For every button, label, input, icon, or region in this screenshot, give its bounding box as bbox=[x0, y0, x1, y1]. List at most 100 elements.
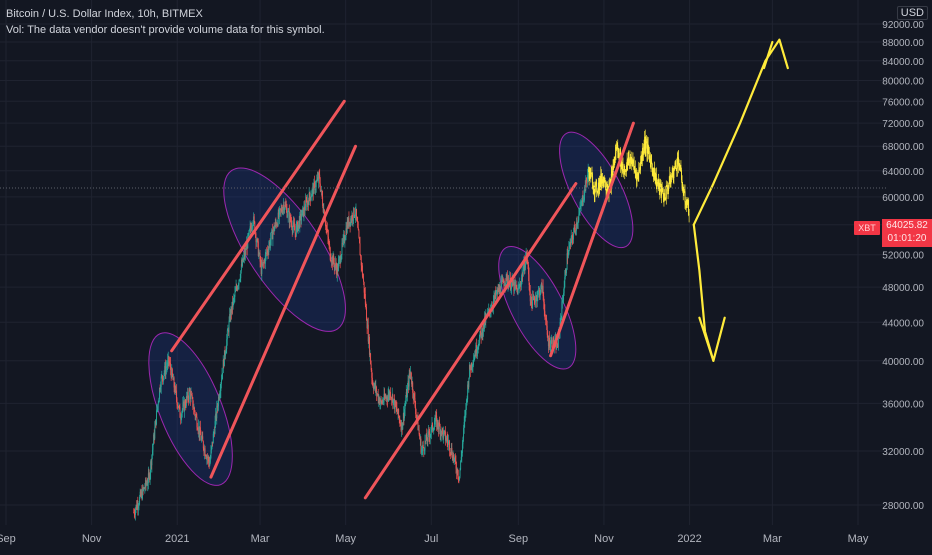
time-tick-label: Mar bbox=[251, 533, 270, 545]
candle-body bbox=[390, 397, 392, 399]
candle-body bbox=[202, 436, 204, 442]
candle-body bbox=[396, 407, 398, 412]
projected-candle-body bbox=[647, 143, 649, 150]
projected-candle-body bbox=[626, 159, 628, 165]
scenario-up-arrow bbox=[762, 40, 774, 70]
candle-body bbox=[336, 268, 338, 276]
candle-body bbox=[236, 286, 238, 289]
candle-body bbox=[402, 423, 404, 430]
candle-body bbox=[379, 402, 381, 405]
candle-body bbox=[183, 401, 185, 411]
projected-candle-body bbox=[638, 170, 640, 171]
candle-body bbox=[278, 212, 280, 217]
candle-body bbox=[290, 220, 292, 223]
projected-candle-body bbox=[683, 191, 685, 193]
candle-body bbox=[574, 227, 576, 231]
last-price-value: 64025.82 bbox=[886, 220, 928, 231]
projected-candle-body bbox=[638, 170, 640, 175]
candle-body bbox=[168, 361, 170, 363]
candle-body bbox=[191, 395, 193, 398]
candle-body bbox=[372, 382, 374, 387]
candle-body bbox=[384, 397, 386, 398]
candle-body bbox=[197, 429, 199, 432]
highlight-ellipse bbox=[559, 131, 634, 249]
candle-body bbox=[452, 454, 454, 461]
highlight-ellipse bbox=[223, 167, 346, 332]
candle-body bbox=[561, 301, 563, 318]
candle-body bbox=[146, 483, 148, 485]
candle-body bbox=[242, 258, 244, 262]
currency-label[interactable]: USD bbox=[896, 6, 928, 20]
projected-candle-body bbox=[675, 162, 677, 166]
candle-body bbox=[521, 278, 522, 285]
candle-body bbox=[498, 286, 500, 292]
candle-body bbox=[494, 291, 496, 299]
candle-body bbox=[479, 331, 481, 338]
projected-candle-body bbox=[590, 172, 592, 175]
trendline bbox=[363, 182, 578, 500]
candle-body bbox=[410, 371, 412, 379]
candle-body bbox=[263, 260, 265, 263]
candle-body bbox=[424, 440, 426, 451]
candle-body bbox=[577, 220, 579, 223]
candle-body bbox=[226, 339, 228, 350]
candle-body bbox=[367, 324, 369, 342]
candle-body bbox=[344, 239, 346, 242]
candle-body bbox=[342, 238, 344, 244]
candle-body bbox=[504, 284, 505, 287]
candle-body bbox=[573, 226, 575, 234]
candle-body bbox=[336, 266, 338, 276]
candle-body bbox=[534, 300, 536, 303]
candle-body bbox=[514, 281, 515, 292]
candle-body bbox=[335, 263, 337, 269]
projected-candle-body bbox=[609, 185, 611, 186]
candle-body bbox=[260, 261, 262, 263]
candle-body bbox=[309, 192, 311, 197]
projected-candle-body bbox=[651, 164, 653, 170]
candle-body bbox=[251, 227, 253, 231]
candle-body bbox=[286, 208, 288, 218]
candle-body bbox=[571, 235, 573, 237]
candle-body bbox=[467, 384, 469, 400]
projected-candle-body bbox=[669, 174, 671, 183]
projected-candles bbox=[588, 129, 690, 223]
candle-body bbox=[375, 386, 377, 390]
candle-body bbox=[139, 496, 141, 505]
candle-body bbox=[283, 204, 285, 210]
candle-body bbox=[341, 242, 343, 255]
candle-body bbox=[425, 434, 427, 442]
symbol-title[interactable]: Bitcoin / U.S. Dollar Index, 10h, BITMEX bbox=[6, 8, 203, 20]
candle-body bbox=[366, 320, 368, 329]
candle-body bbox=[530, 296, 532, 302]
candle-body bbox=[146, 483, 148, 485]
candle-body bbox=[233, 296, 235, 298]
candle-body bbox=[360, 256, 362, 266]
candle-body bbox=[177, 405, 179, 407]
candle-body bbox=[147, 483, 149, 485]
candle-body bbox=[496, 289, 498, 293]
projected-candle-body bbox=[637, 174, 639, 176]
candle-body bbox=[522, 273, 524, 277]
projected-candle-body bbox=[634, 168, 636, 170]
candle-body bbox=[442, 430, 444, 438]
candle-body bbox=[350, 218, 352, 226]
candle-body bbox=[325, 226, 327, 228]
projected-candle-body bbox=[649, 156, 651, 159]
projected-candle-body bbox=[628, 157, 630, 163]
candle-body bbox=[346, 228, 348, 233]
candle-body bbox=[295, 232, 297, 236]
candle-body bbox=[543, 296, 545, 303]
candle-body bbox=[440, 431, 442, 435]
candle-body bbox=[246, 243, 248, 249]
candle-body bbox=[502, 279, 504, 283]
price-tick-label: 28000.00 bbox=[882, 501, 924, 512]
candle-body bbox=[133, 512, 135, 515]
candle-body bbox=[137, 503, 139, 509]
candle-body bbox=[405, 391, 407, 401]
candle-body bbox=[531, 303, 533, 309]
candle-body bbox=[142, 487, 144, 490]
candle-body bbox=[256, 238, 258, 242]
candle-body bbox=[205, 455, 207, 457]
